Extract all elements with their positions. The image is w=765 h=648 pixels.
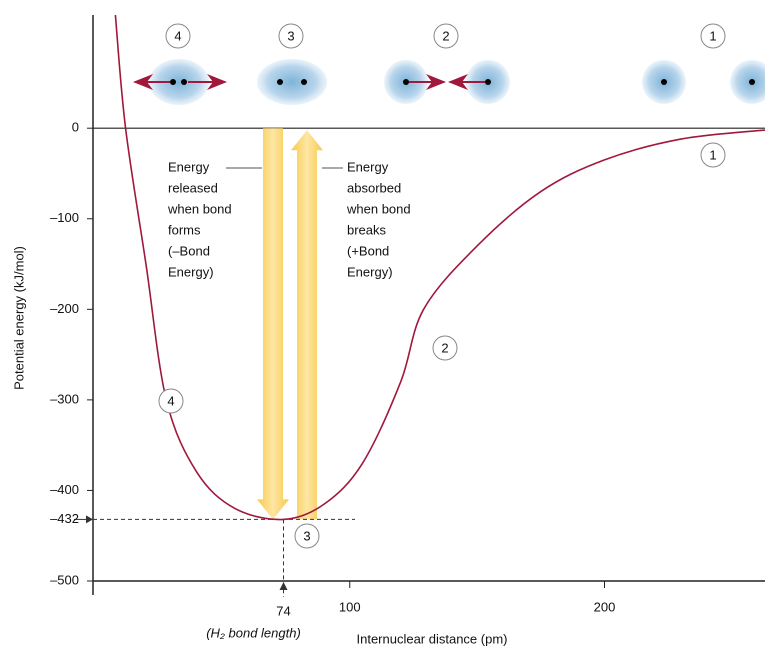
y-tick-label: –500	[50, 572, 79, 587]
annotation-line: breaks	[347, 222, 387, 237]
curve-label-circle	[294, 523, 320, 549]
y-tick-label: –400	[50, 482, 79, 497]
y-tick-label: –300	[50, 391, 79, 406]
curve-label-circle	[158, 388, 184, 414]
annotation-line: (+Bond	[347, 243, 389, 258]
curve-label: 1	[709, 147, 716, 162]
min-x-label: 74	[276, 603, 290, 618]
top-label: 3	[287, 28, 294, 43]
annotation-line: when bond	[167, 201, 232, 216]
top-label: 2	[442, 28, 449, 43]
y-tick-label: 0	[72, 120, 79, 135]
top-label-circle	[700, 23, 726, 49]
top-label-circle	[165, 23, 191, 49]
curve-label: 4	[167, 393, 174, 408]
x-tick-label: 100	[339, 599, 361, 614]
curve-label: 2	[441, 340, 448, 355]
y-tick-label: –200	[50, 301, 79, 316]
min-y-label: –432	[50, 511, 79, 526]
annotation-line: Energy)	[168, 264, 214, 279]
y-tick-label: –100	[50, 210, 79, 225]
curve-label: 3	[303, 528, 310, 543]
annotation-line: Energy	[168, 159, 210, 174]
annotation-line: Energy	[347, 159, 389, 174]
annotation-line: when bond	[346, 201, 411, 216]
annotation-line: absorbed	[347, 180, 401, 195]
y-axis-title: Potential energy (kJ/mol)	[11, 246, 26, 390]
annotation-line: forms	[168, 222, 201, 237]
curve-label-circle	[432, 335, 458, 361]
x-axis-title: Internuclear distance (pm)	[356, 631, 507, 646]
min-x-head	[279, 582, 288, 590]
annotation-line: (–Bond	[168, 243, 210, 258]
top-label-circle	[433, 23, 459, 49]
x-tick-label: 200	[594, 599, 616, 614]
top-label: 4	[174, 28, 181, 43]
absorb-arrow	[291, 130, 323, 520]
min-y-head	[86, 515, 93, 524]
min-x-note: (H₂ bond length)	[206, 625, 301, 640]
molecules	[133, 59, 765, 105]
curve-label-circle	[700, 142, 726, 168]
annotation-line: released	[168, 180, 218, 195]
top-label: 1	[709, 28, 716, 43]
annotation-line: Energy)	[347, 264, 393, 279]
top-label-circle	[278, 23, 304, 49]
energy-curve	[114, 15, 765, 521]
release-arrow	[257, 128, 289, 520]
